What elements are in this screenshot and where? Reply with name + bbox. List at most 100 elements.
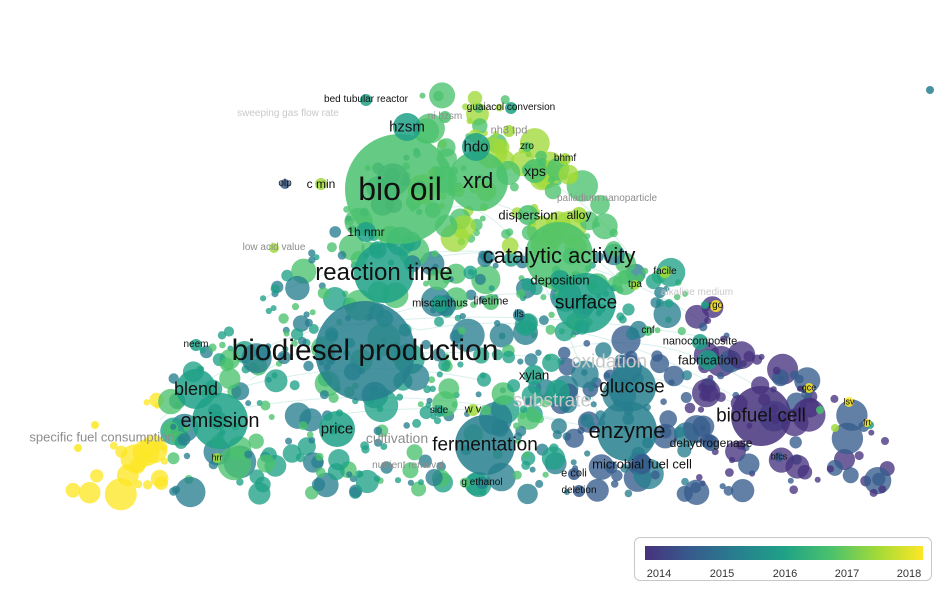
term-label-biodiesel-production[interactable]: biodiesel production (231, 334, 499, 367)
term-label-ni-hzsm[interactable]: ni hzsm (427, 111, 463, 122)
term-bubble-ni-hzsm[interactable] (439, 111, 451, 123)
term-bubble-biodiesel-production[interactable] (315, 301, 415, 401)
term-label-xylan[interactable]: xylan (518, 367, 550, 383)
term-label-dispersion[interactable]: dispersion (498, 207, 558, 223)
term-label-rgo[interactable]: rgo (708, 300, 724, 311)
term-label-ils[interactable]: ils (514, 309, 524, 320)
term-bubble-facile[interactable] (659, 266, 671, 278)
term-label-xrd[interactable]: xrd (462, 168, 494, 193)
term-bubble-hrr[interactable] (212, 453, 222, 463)
term-label-fabrication[interactable]: fabrication (678, 352, 738, 368)
term-label-hrr[interactable]: hrr (211, 452, 223, 463)
term-bubble-price[interactable] (319, 411, 355, 447)
term-bubble-e-coli[interactable] (568, 468, 580, 480)
term-bubble-olp[interactable] (280, 179, 290, 189)
term-label-palladium-nanoparticle[interactable]: palladium nanoparticle (556, 193, 658, 204)
term-label-blend[interactable]: blend (173, 379, 219, 399)
term-bubble-1h-nmr[interactable] (356, 222, 376, 242)
term-label-1h-nmr[interactable]: 1h nmr (347, 225, 385, 239)
term-label-frt[interactable]: frt (863, 417, 871, 428)
term-label-oxidation[interactable]: oxidation (570, 351, 648, 373)
term-label-zro[interactable]: zro (520, 141, 534, 152)
term-label-guaiacol-conversion[interactable]: guaiacol conversion (466, 102, 556, 113)
term-label-alloy[interactable]: alloy (566, 208, 592, 222)
term-label-bed-tubular-reactor[interactable]: bed tubular reactor (324, 94, 408, 105)
term-bubble-surface[interactable] (556, 273, 616, 333)
term-bubble-w-v[interactable] (467, 404, 479, 416)
term-bubble-cnf[interactable] (643, 326, 653, 336)
term-label-substrate[interactable]: substrate (512, 390, 592, 412)
term-label-surface[interactable]: surface (554, 292, 618, 314)
term-label-olp[interactable]: olp (278, 178, 292, 189)
term-label-enzyme[interactable]: enzyme (588, 418, 666, 443)
term-bubble-neem[interactable] (190, 339, 202, 351)
term-label-bfcs[interactable]: bfcs (770, 451, 788, 462)
term-bubble-miscanthus[interactable] (432, 296, 448, 312)
term-bubble-hdo[interactable] (462, 133, 490, 161)
term-label-g-ethanol[interactable]: g ethanol (461, 477, 503, 488)
term-bubble-reaction-time[interactable] (354, 243, 414, 303)
term-bubble-zro[interactable] (522, 142, 532, 152)
term-bubble-rgo[interactable] (710, 300, 722, 312)
term-bubble-gce[interactable] (804, 383, 814, 393)
term-bubble-dispersion[interactable] (518, 205, 538, 225)
term-label-neem[interactable]: neem (183, 339, 209, 350)
term-label-nutrient-removal[interactable]: nutrient removal (372, 460, 444, 471)
term-bubble-catalytic-activity[interactable] (525, 222, 593, 290)
term-label-sweeping-gas-flow-rate[interactable]: sweeping gas flow rate (237, 108, 339, 119)
term-label-nanocomposite[interactable]: nanocomposite (662, 335, 738, 348)
term-bubble-c-min[interactable] (315, 178, 327, 190)
term-bubble-fermentation[interactable] (455, 415, 515, 475)
term-label-lifetime[interactable]: lifetime (473, 295, 509, 308)
term-bubble-bhmf[interactable] (559, 153, 571, 165)
term-bubble-low-acid-value[interactable] (269, 243, 279, 253)
term-bubble-emission[interactable] (192, 393, 248, 449)
term-bubble-xps[interactable] (523, 159, 547, 183)
term-label-cnf[interactable]: cnf (641, 325, 655, 336)
term-label-w-v[interactable]: w v (464, 403, 482, 416)
term-label-specific-fuel-consumption[interactable]: specific fuel consumption (29, 429, 175, 445)
term-bubble-ils[interactable] (513, 309, 525, 321)
term-bubble-nanocomposite[interactable] (692, 334, 708, 350)
term-label-microbial-fuel-cell[interactable]: microbial fuel cell (592, 456, 692, 472)
term-bubble-deletion[interactable] (573, 485, 585, 497)
term-label-emission[interactable]: emission (180, 410, 260, 432)
term-bubble-nh3-tpd[interactable] (503, 125, 515, 137)
term-bubble-lsv[interactable] (844, 397, 854, 407)
term-label-price[interactable]: price (320, 420, 354, 438)
term-label-gce[interactable]: gce (801, 382, 817, 393)
term-label-deposition[interactable]: deposition (530, 272, 590, 288)
term-bubble-g-ethanol[interactable] (476, 477, 488, 489)
term-label-xps[interactable]: xps (524, 163, 546, 179)
term-label-deletion[interactable]: deletion (561, 485, 597, 496)
term-bubble-side[interactable] (433, 405, 445, 417)
term-label-hzsm[interactable]: hzsm (389, 118, 425, 136)
term-bubble-deposition[interactable] (550, 270, 570, 290)
term-bubble-biofuel-cell[interactable] (731, 386, 791, 446)
term-label-fermentation[interactable]: fermentation (432, 434, 538, 456)
term-label-tpa[interactable]: tpa (628, 279, 642, 290)
term-bubble-xylan[interactable] (524, 365, 544, 385)
term-label-glucose[interactable]: glucose (599, 376, 665, 398)
term-label-nh3-tpd[interactable]: nh3 tpd (490, 124, 528, 137)
term-label-reaction-time[interactable]: reaction time (315, 259, 453, 286)
term-label-facile[interactable]: facile (653, 266, 677, 277)
term-bubble-tpa[interactable] (630, 280, 640, 290)
term-label-side[interactable]: side (429, 405, 449, 416)
term-bubble-glucose[interactable] (608, 363, 656, 411)
term-label-c-min[interactable]: c min (306, 177, 336, 191)
term-label-catalytic-activity[interactable]: catalytic activity (482, 243, 636, 268)
term-label-hdo[interactable]: hdo (463, 138, 489, 156)
term-label-miscanthus[interactable]: miscanthus (412, 297, 468, 310)
term-bubble-bed-tubular-reactor[interactable] (360, 94, 372, 106)
term-label-lsv[interactable]: lsv (843, 396, 855, 407)
term-bubble-dehydrogenase[interactable] (703, 435, 719, 451)
term-label-bio-oil[interactable]: bio oil (358, 171, 442, 207)
term-bubble-enzyme[interactable] (597, 401, 657, 461)
term-bubble-lifetime[interactable] (483, 294, 499, 310)
term-bubble-bfcs[interactable] (774, 452, 784, 462)
term-label-cultivation[interactable]: cultivation (365, 430, 429, 446)
term-bubble-hzsm[interactable] (393, 113, 421, 141)
term-label-low-acid-value[interactable]: low acid value (242, 242, 306, 253)
term-bubble-xrd[interactable] (448, 151, 508, 211)
